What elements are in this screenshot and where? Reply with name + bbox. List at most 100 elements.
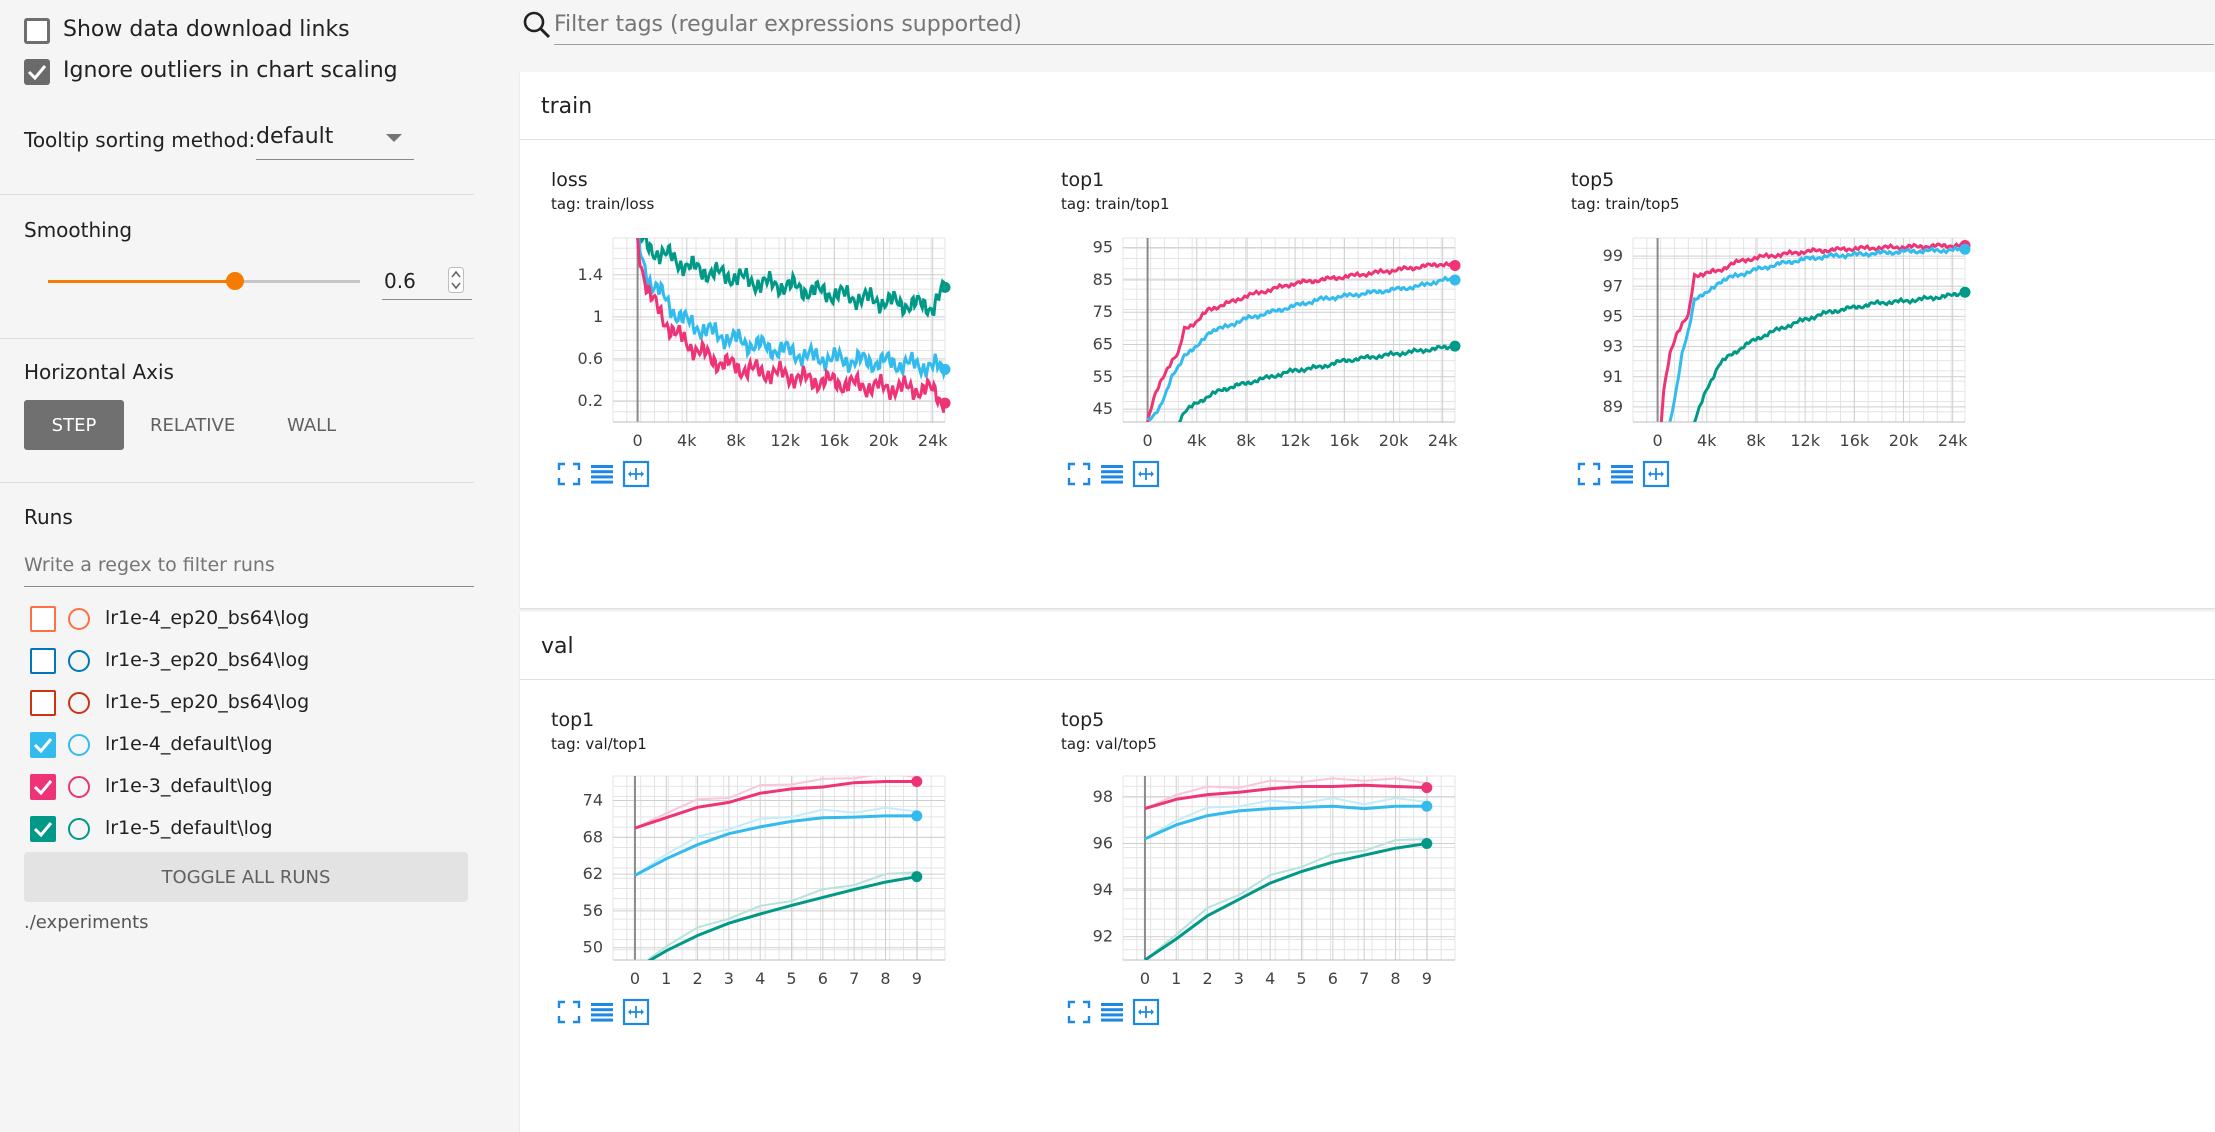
- y-tick-label: 91: [1603, 367, 1623, 386]
- toggle-y-log-icon[interactable]: [1101, 1003, 1123, 1022]
- y-tick-label: 96: [1093, 834, 1113, 853]
- toggle-all-runs-button[interactable]: TOGGLE ALL RUNS: [24, 852, 468, 902]
- runs-filter-placeholder: Write a regex to filter runs: [24, 554, 275, 576]
- x-tick-label: 16k: [1330, 431, 1360, 450]
- y-tick-label: 89: [1603, 397, 1623, 416]
- smoothing-slider-track[interactable]: [48, 272, 360, 290]
- x-tick-label: 3: [724, 969, 734, 988]
- y-tick-label: 0.6: [578, 349, 603, 368]
- x-tick-label: 2: [692, 969, 702, 988]
- fit-domain-icon[interactable]: [1642, 460, 1670, 488]
- y-tick-label: 95: [1603, 306, 1623, 325]
- axis-relative-button[interactable]: RELATIVE: [150, 414, 236, 436]
- fullscreen-icon[interactable]: [557, 462, 581, 486]
- series-line: [1668, 245, 1965, 422]
- show-download-checkbox[interactable]: [24, 18, 50, 44]
- y-tick-label: 1: [593, 307, 603, 326]
- divider: [0, 482, 474, 483]
- run-checkbox[interactable]: [30, 606, 56, 632]
- horizontal-axis-label: Horizontal Axis: [24, 360, 174, 384]
- chart-title: top5: [1571, 169, 1615, 191]
- axis-wall-button[interactable]: WALL: [287, 414, 337, 436]
- train-top5-chart[interactable]: 0 4k 8k 12k 16k 20k 24k 89 91 93 95 97 99: [1540, 224, 2060, 524]
- chart-tag: tag: val/top1: [551, 735, 647, 753]
- run-color-picker[interactable]: [68, 818, 90, 840]
- train-loss-chart[interactable]: 0 4k 8k 12k 16k 20k 24k 0.2 0.6 1 1.4: [520, 224, 1040, 524]
- series-end-marker: [939, 397, 951, 409]
- series-end-marker: [1421, 800, 1433, 812]
- run-checkbox[interactable]: [30, 648, 56, 674]
- x-tick-label: 9: [912, 969, 922, 988]
- run-label: lr1e-3_ep20_bs64\log: [105, 649, 310, 671]
- x-tick-label: 3: [1234, 969, 1244, 988]
- x-tick-label: 5: [786, 969, 796, 988]
- run-color-picker[interactable]: [68, 608, 90, 630]
- axis-step-button[interactable]: STEP: [24, 400, 124, 450]
- x-tick-label: 12k: [770, 431, 800, 450]
- run-color-picker[interactable]: [68, 650, 90, 672]
- fullscreen-icon[interactable]: [1577, 462, 1601, 486]
- fullscreen-icon[interactable]: [557, 1000, 581, 1024]
- train-top1-chart[interactable]: 0 4k 8k 12k 16k 20k 24k 45 55 65 75 85 95: [1030, 224, 1550, 524]
- fit-domain-icon[interactable]: [1132, 460, 1160, 488]
- x-tick-label: 8k: [1746, 431, 1766, 450]
- y-tick-label: 85: [1093, 270, 1113, 289]
- run-label: lr1e-4_default\log: [105, 733, 273, 755]
- fit-domain-icon[interactable]: [622, 998, 650, 1026]
- run-color-picker[interactable]: [68, 692, 90, 714]
- toggle-y-log-icon[interactable]: [1101, 465, 1123, 484]
- run-checkbox[interactable]: [30, 774, 56, 800]
- spinner-arrows-icon[interactable]: [448, 267, 464, 293]
- series-raw-line: [634, 776, 917, 830]
- divider: [520, 139, 2215, 140]
- divider: [0, 194, 474, 195]
- fullscreen-icon[interactable]: [1067, 462, 1091, 486]
- tooltip-sorting-select[interactable]: default: [256, 118, 414, 160]
- chart-tag: tag: train/top1: [1061, 195, 1170, 213]
- check-icon: [33, 780, 53, 796]
- toggle-y-log-icon[interactable]: [591, 1003, 613, 1022]
- train-section-title: train: [541, 94, 593, 119]
- x-tick-label: 20k: [1889, 431, 1919, 450]
- run-checkbox[interactable]: [30, 816, 56, 842]
- x-tick-label: 24k: [1938, 431, 1968, 450]
- chart-title: top1: [1061, 169, 1105, 191]
- y-tick-label: 94: [1093, 880, 1113, 899]
- series-line: [1146, 260, 1455, 422]
- run-checkbox[interactable]: [30, 732, 56, 758]
- y-tick-label: 45: [1093, 399, 1113, 418]
- series-line: [1144, 783, 1427, 811]
- series-line: [1144, 804, 1427, 841]
- x-tick-label: 12k: [1280, 431, 1310, 450]
- run-label: lr1e-3_default\log: [105, 775, 273, 797]
- tag-filter-input[interactable]: Filter tags (regular expressions support…: [554, 10, 2214, 45]
- toggle-y-log-icon[interactable]: [1611, 465, 1633, 484]
- smoothing-slider-thumb[interactable]: [226, 272, 245, 290]
- series-line: [1693, 291, 1965, 422]
- x-tick-label: 16k: [1840, 431, 1870, 450]
- fullscreen-icon[interactable]: [1067, 1000, 1091, 1024]
- fit-domain-icon[interactable]: [1132, 998, 1160, 1026]
- run-checkbox[interactable]: [30, 690, 56, 716]
- x-tick-label: 4: [755, 969, 765, 988]
- smoothing-value: 0.6: [384, 269, 416, 293]
- fit-domain-icon[interactable]: [622, 460, 650, 488]
- ignore-outliers-checkbox[interactable]: [24, 59, 50, 85]
- run-label: lr1e-5_ep20_bs64\log: [105, 691, 310, 713]
- toggle-y-log-icon[interactable]: [591, 465, 613, 484]
- x-tick-label: 7: [1359, 969, 1369, 988]
- runs-filter-input[interactable]: Write a regex to filter runs: [24, 552, 474, 587]
- run-color-picker[interactable]: [68, 734, 90, 756]
- val-top5-chart[interactable]: 0 1 2 3 4 5 6 7 8 9 92 94 96 98: [1030, 762, 1550, 1062]
- x-tick-label: 24k: [1428, 431, 1458, 450]
- x-tick-label: 1: [1171, 969, 1181, 988]
- check-icon: [33, 738, 53, 754]
- series-raw-line: [645, 871, 917, 960]
- y-tick-label: 98: [1093, 787, 1113, 806]
- smoothing-label: Smoothing: [24, 218, 133, 242]
- run-color-picker[interactable]: [68, 776, 90, 798]
- series-line: [636, 238, 945, 413]
- smoothing-input[interactable]: 0.6: [382, 263, 472, 300]
- series-group: [634, 776, 918, 960]
